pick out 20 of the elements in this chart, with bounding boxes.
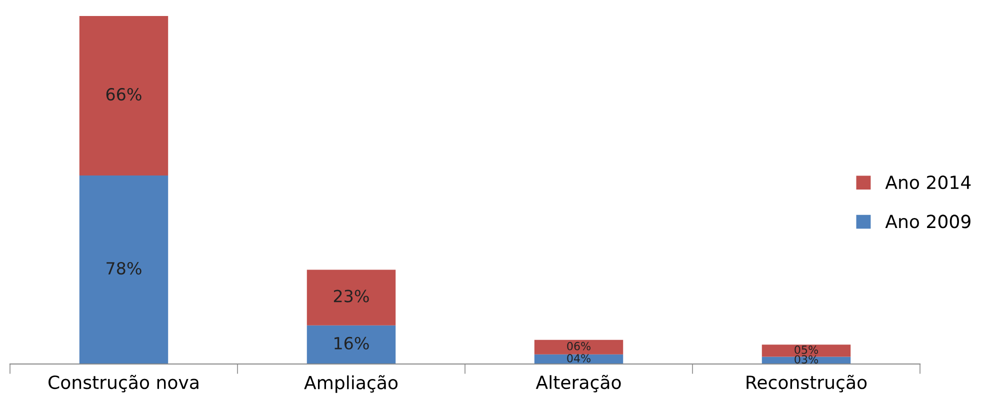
bar xyxy=(306,325,396,364)
bar xyxy=(534,340,624,354)
x-tick-label: Ampliação xyxy=(304,375,398,393)
bar xyxy=(79,16,168,176)
x-tick-label: Construção nova xyxy=(48,374,198,392)
x-tick-label: Reconstrução xyxy=(746,374,867,392)
data-label: 03% xyxy=(794,355,818,364)
data-label: 16% xyxy=(334,336,369,350)
data-label: 06% xyxy=(567,342,590,350)
bar xyxy=(762,344,851,357)
data-label: 23% xyxy=(334,290,369,302)
data-label: 04% xyxy=(567,354,590,362)
data-label: 05% xyxy=(794,346,818,354)
data-label: 66% xyxy=(106,88,142,101)
data-label: 78% xyxy=(106,262,142,275)
bar xyxy=(79,176,168,364)
legend-label: Ano 2009 xyxy=(885,214,970,228)
legend-label: Ano 2014 xyxy=(885,176,971,190)
bar xyxy=(306,270,396,326)
x-tick-label: Alteração xyxy=(536,374,621,392)
